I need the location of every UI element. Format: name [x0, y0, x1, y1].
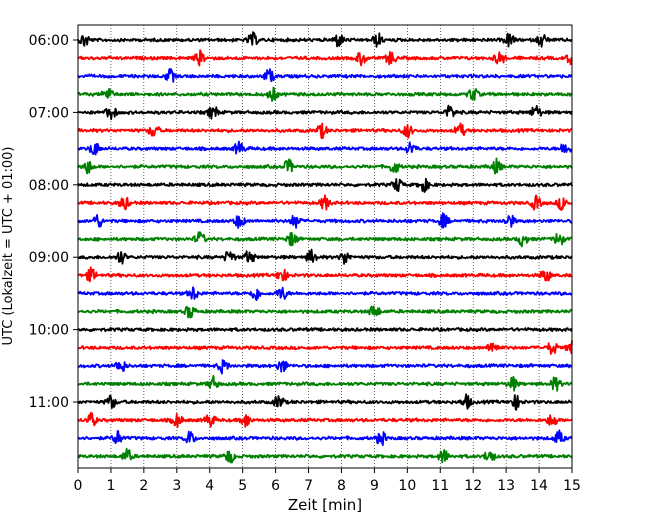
y-tick-label: 08:00: [29, 178, 69, 194]
seismogram-trace: [77, 266, 573, 283]
x-tick-label: 5: [238, 478, 247, 494]
seismogram-trace: [77, 248, 573, 265]
x-tick-label: 15: [563, 478, 581, 494]
seismogram-trace: [77, 231, 573, 248]
y-tick-label: 11:00: [29, 395, 69, 411]
x-tick-label: 10: [398, 478, 416, 494]
x-tick-label: 12: [464, 478, 482, 494]
seismogram-trace: [77, 49, 573, 67]
x-tick-label: 7: [304, 478, 313, 494]
x-tick-label: 2: [139, 478, 148, 494]
seismogram-trace: [77, 104, 573, 121]
seismogram-trace: [77, 157, 573, 175]
seismogram-trace: [77, 374, 573, 392]
x-tick-label: 11: [431, 478, 449, 494]
seismogram-trace: [77, 340, 573, 355]
y-tick-label: 06:00: [29, 33, 69, 49]
y-tick-label: 07:00: [29, 105, 69, 121]
seismogram-trace: [77, 327, 573, 333]
y-axis-ticks: 06:00 07:00 08:00 09:00 10:00 11:00: [29, 33, 78, 411]
seismogram-trace: [77, 286, 573, 302]
seismogram-trace: [77, 67, 573, 83]
x-axis-ticks: 0 1 2 3 4 5 6 7 8 9 10 11 12 13 14 15: [74, 468, 581, 494]
y-tick-label: 09:00: [29, 250, 69, 266]
seismogram-trace: [77, 177, 573, 193]
x-tick-label: 4: [205, 478, 214, 494]
seismogram-trace: [77, 122, 573, 140]
seismogram-trace: [77, 212, 573, 229]
x-axis-label: Zeit [min]: [288, 496, 362, 514]
x-tick-label: 13: [497, 478, 515, 494]
grid-lines: [110, 25, 540, 468]
x-tick-label: 9: [370, 478, 379, 494]
x-tick-label: 8: [337, 478, 346, 494]
seismogram-trace: [77, 305, 573, 319]
seismogram-trace: [77, 447, 573, 464]
seismogram-trace: [77, 429, 573, 446]
plot-frame: [77, 24, 573, 469]
x-tick-label: 1: [106, 478, 115, 494]
x-tick-label: 3: [172, 478, 181, 494]
seismogram-trace: [77, 194, 573, 212]
x-tick-label: 6: [271, 478, 280, 494]
seismogram-trace: [77, 86, 573, 102]
y-axis-label: UTC (Lokalzeit = UTC + 01:00): [1, 147, 16, 346]
seismogram-trace: [77, 359, 573, 375]
x-tick-label: 0: [74, 478, 83, 494]
y-tick-label: 10:00: [29, 323, 69, 339]
seismogram-trace: [77, 411, 573, 429]
x-tick-label: 14: [530, 478, 548, 494]
seismogram-traces: [77, 31, 573, 464]
seismogram-trace: [77, 31, 573, 48]
seismogram-trace: [77, 393, 573, 411]
seismogram-trace: [77, 140, 573, 156]
